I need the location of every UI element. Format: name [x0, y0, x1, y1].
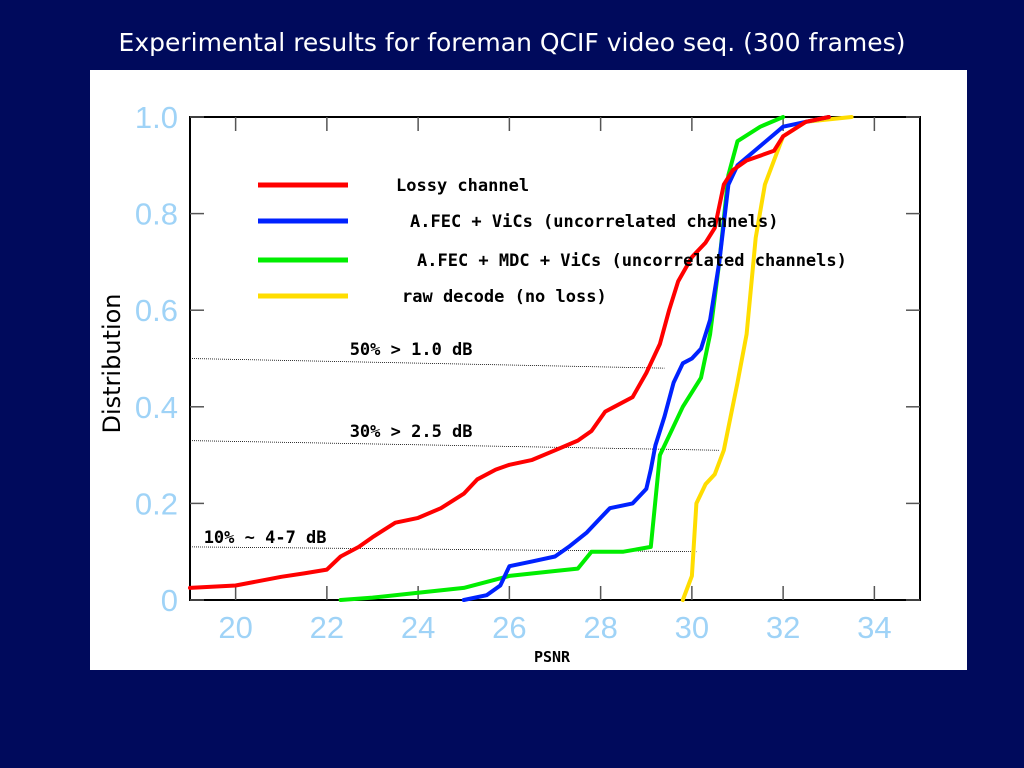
y-tick-label: 0.8: [135, 197, 178, 232]
slide-title: Experimental results for foreman QCIF vi…: [118, 28, 906, 57]
y-axis-title: Distribution: [98, 293, 126, 433]
x-tick-label: 28: [583, 610, 617, 645]
annotation-label: 10% ~ 4-7 dB: [204, 528, 327, 548]
x-tick-label: 20: [218, 610, 252, 645]
cdf-chart: 20 22 24 26 28 30 32 34 0 0.2 0.4 0.6 0.8 1.0 Distribu…: [98, 100, 921, 666]
series-line-1: [461, 115, 831, 602]
y-tick-label: 0.2: [135, 486, 178, 521]
x-tick-label: 30: [675, 610, 709, 645]
legend-label-2: A.FEC + MDC + ViCs (uncorrelated channel…: [417, 251, 847, 271]
x-tick-label: 32: [766, 610, 800, 645]
series-line-0: [188, 115, 831, 590]
chart-panel: 20 22 24 26 28 30 32 34 0 0.2 0.4 0.6 0.8 1.0 Distribu…: [90, 70, 967, 670]
x-axis-title: PSNR: [534, 648, 571, 666]
x-tick-label: 26: [492, 610, 526, 645]
annotation-label: 50% > 1.0 dB: [350, 340, 473, 360]
legend-label-3: raw decode (no loss): [402, 287, 607, 307]
x-tick-label: 24: [401, 610, 435, 645]
series-line-3: [680, 115, 854, 602]
legend-label-0: Lossy channel: [396, 176, 529, 196]
annotation-line: [189, 358, 665, 369]
y-tick-label: 1.0: [135, 100, 178, 135]
y-tick-label: 0.4: [135, 390, 178, 425]
y-tick-label: 0.6: [135, 293, 178, 328]
legend-label-1: A.FEC + ViCs (uncorrelated channels): [410, 212, 778, 232]
y-tick-label: 0: [161, 583, 178, 618]
x-tick-label: 34: [857, 610, 891, 645]
annotation-label: 30% > 2.5 dB: [350, 422, 473, 442]
x-tick-label: 22: [310, 610, 344, 645]
annotation-line: [189, 440, 720, 451]
